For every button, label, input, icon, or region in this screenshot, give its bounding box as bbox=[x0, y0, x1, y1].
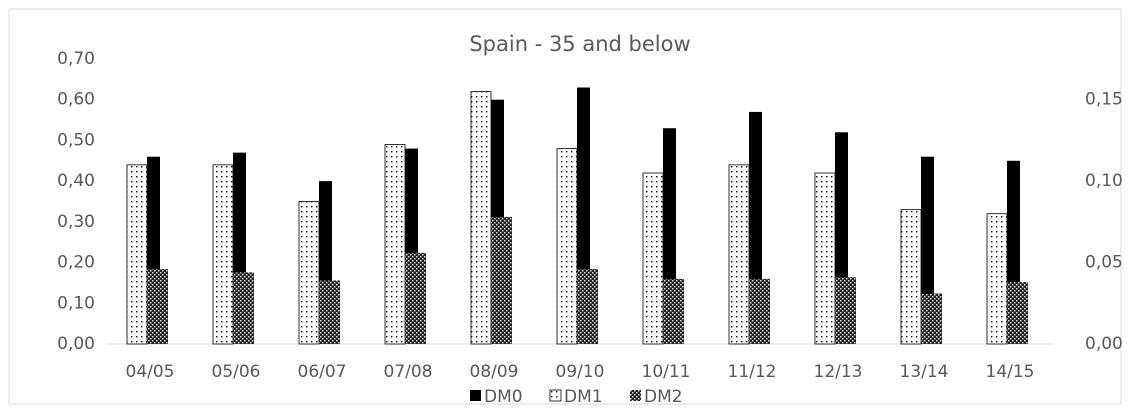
x-tick-label: 09/10 bbox=[556, 362, 605, 382]
y-tick-label: 0,10 bbox=[57, 293, 95, 313]
bar bbox=[577, 269, 598, 344]
bar bbox=[233, 272, 254, 344]
bar bbox=[642, 172, 664, 345]
x-tick-label: 10/11 bbox=[642, 362, 691, 382]
y-tick-label: 0,50 bbox=[57, 130, 95, 150]
bar bbox=[470, 91, 492, 345]
bar bbox=[212, 164, 234, 345]
bar bbox=[147, 269, 168, 344]
legend-swatch bbox=[630, 390, 641, 401]
bar bbox=[728, 164, 750, 345]
x-tick-label: 05/06 bbox=[212, 362, 261, 382]
bar bbox=[491, 216, 512, 344]
chart-title: Spain - 35 and below bbox=[469, 32, 690, 56]
bar bbox=[986, 213, 1008, 345]
x-tick-label: 13/14 bbox=[900, 362, 949, 382]
y-tick-label: 0,20 bbox=[57, 253, 95, 273]
x-tick-label: 08/09 bbox=[470, 362, 519, 382]
y2-tick-label: 0,00 bbox=[1085, 334, 1123, 354]
y-tick-label: 0,40 bbox=[57, 171, 95, 191]
bar bbox=[835, 277, 856, 344]
bar bbox=[405, 252, 426, 344]
bar bbox=[126, 164, 148, 345]
x-tick-label: 06/07 bbox=[298, 362, 347, 382]
x-tick-label: 14/15 bbox=[986, 362, 1035, 382]
y-tick-label: 0,70 bbox=[57, 49, 95, 69]
bar bbox=[319, 280, 340, 344]
legend-swatch bbox=[470, 390, 481, 401]
bar bbox=[900, 209, 922, 345]
x-tick-label: 12/13 bbox=[814, 362, 863, 382]
y-tick-label: 0,00 bbox=[57, 334, 95, 354]
bar bbox=[384, 144, 406, 345]
bar bbox=[663, 278, 684, 344]
y2-tick-label: 0,10 bbox=[1085, 171, 1123, 191]
bar bbox=[556, 148, 578, 345]
bar bbox=[1007, 282, 1028, 344]
legend-label: DM0 bbox=[484, 387, 523, 407]
y2-tick-label: 0,15 bbox=[1085, 90, 1123, 110]
legend-label: DM2 bbox=[644, 387, 683, 407]
legend-swatch bbox=[549, 389, 562, 402]
x-tick-label: 11/12 bbox=[728, 362, 777, 382]
bar bbox=[298, 201, 320, 345]
y-tick-label: 0,30 bbox=[57, 212, 95, 232]
bar bbox=[749, 278, 770, 344]
y-tick-label: 0,60 bbox=[57, 90, 95, 110]
x-tick-label: 04/05 bbox=[126, 362, 175, 382]
bar bbox=[921, 293, 942, 344]
legend-label: DM1 bbox=[564, 387, 603, 407]
y2-tick-label: 0,05 bbox=[1085, 253, 1123, 273]
bar bbox=[814, 172, 836, 345]
x-tick-label: 07/08 bbox=[384, 362, 433, 382]
